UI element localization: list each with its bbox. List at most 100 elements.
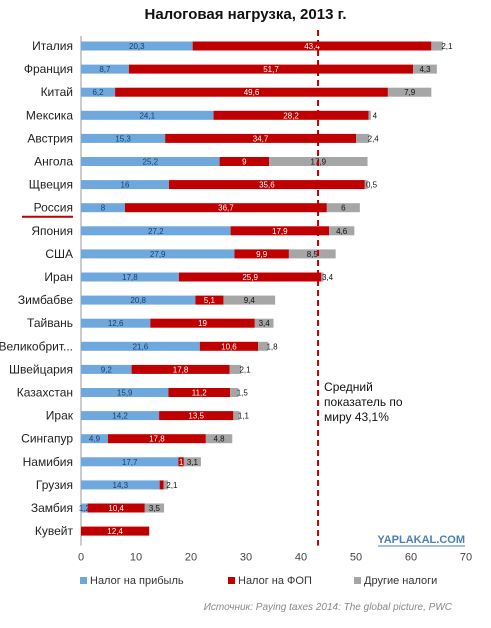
bar-segment — [364, 180, 368, 190]
category-label: Зимбабве — [18, 293, 73, 307]
category-label: Замбия — [31, 501, 73, 515]
bar-segment — [288, 249, 336, 259]
bar-segment — [213, 110, 369, 120]
data-label: 17,9 — [272, 227, 288, 236]
bar-segment — [199, 341, 259, 351]
data-label: 19 — [198, 319, 207, 328]
reference-line-label: показатель по — [324, 395, 403, 409]
bar-segment — [81, 41, 193, 51]
bar-segment — [81, 87, 116, 97]
bar-segment — [107, 434, 206, 444]
bar-segment — [192, 41, 432, 51]
bar-segment — [128, 64, 414, 74]
category-label: Тайвань — [27, 316, 73, 330]
data-label: 15,3 — [115, 134, 131, 143]
bar-segment — [387, 87, 432, 97]
data-label: 25,2 — [143, 158, 159, 167]
x-tick-label: 20 — [185, 552, 197, 564]
data-label: 5,1 — [204, 296, 216, 305]
category-label: Мексика — [26, 108, 73, 122]
bar-segment — [81, 64, 129, 74]
category-label: Япония — [31, 224, 73, 238]
data-label: 9,9 — [256, 250, 268, 259]
watermark-text: YAPLAKAL.COM — [377, 534, 465, 546]
bar-segment — [131, 364, 230, 374]
data-label: 8,7 — [99, 65, 111, 74]
data-label: 27,2 — [148, 227, 164, 236]
data-label: 24,1 — [139, 111, 155, 120]
reference-line-label: миру 43,1% — [324, 410, 389, 424]
bar-segment — [183, 457, 201, 467]
x-tick-label: 10 — [130, 552, 142, 564]
data-label: 9,2 — [101, 365, 113, 374]
data-label: 3,4 — [259, 319, 271, 328]
data-label: 7,9 — [404, 88, 416, 97]
data-label: 1,5 — [237, 389, 249, 398]
bar-segment — [81, 180, 169, 190]
category-label: Ирак — [46, 409, 74, 423]
data-label: 4,9 — [89, 435, 101, 444]
data-label: 12,4 — [107, 527, 123, 536]
bar-segment — [81, 249, 235, 259]
legend-swatch — [228, 577, 235, 584]
legend-label: Налог на ФОП — [238, 575, 312, 587]
bar-segment — [81, 526, 150, 536]
data-label: 1,1 — [238, 412, 250, 421]
data-label: 4 — [373, 111, 378, 120]
x-tick-label: 30 — [240, 552, 252, 564]
bar-segment — [329, 226, 355, 236]
category-label: Намибия — [23, 455, 73, 469]
data-label: 20,8 — [130, 296, 146, 305]
bar-segment — [87, 503, 145, 513]
data-label: 3,5 — [149, 504, 161, 513]
bar-segment — [169, 180, 365, 190]
x-tick-label: 50 — [350, 552, 362, 564]
bar-segment — [168, 388, 231, 397]
x-tick-label: 0 — [78, 552, 84, 564]
data-label: 2,4 — [368, 134, 380, 143]
bar-segment — [223, 295, 276, 305]
bar-segment — [205, 434, 233, 444]
data-label: 0,5 — [366, 181, 378, 190]
legend-label: Другие налоги — [364, 575, 437, 587]
data-label: 1,2 — [79, 504, 91, 513]
data-label: 27,9 — [150, 250, 166, 259]
data-label: 8,5 — [307, 250, 319, 259]
bar-segment — [159, 480, 164, 490]
category-label: Великобрит... — [0, 339, 73, 353]
legend-swatch — [80, 577, 87, 584]
bar-segment — [219, 157, 270, 166]
bar-segment — [81, 411, 160, 421]
bar-segment — [81, 480, 160, 490]
bar-segment — [258, 341, 268, 351]
bar-segment — [115, 87, 388, 97]
bar-segment — [81, 295, 196, 305]
bar-segment — [230, 226, 330, 236]
bar-segment — [163, 480, 168, 490]
category-label: Грузия — [36, 478, 73, 492]
category-label: Франция — [24, 62, 73, 76]
data-label: 12,6 — [108, 319, 124, 328]
data-label: 14,2 — [112, 412, 128, 421]
data-label: 43,4 — [304, 42, 320, 51]
x-tick-label: 70 — [460, 552, 472, 564]
category-label: Швейцария — [9, 362, 73, 376]
bar-segment — [195, 295, 224, 305]
bar-segment — [368, 110, 371, 120]
bar-segment — [81, 133, 166, 143]
x-tick-label: 40 — [295, 552, 307, 564]
bar-segment — [81, 157, 220, 166]
bar-segment — [233, 411, 240, 421]
data-label: 17,8 — [122, 273, 138, 282]
bar-segment — [81, 457, 179, 467]
data-label: 13,5 — [188, 412, 204, 421]
data-label: 6,2 — [92, 88, 104, 97]
data-label: 21,6 — [133, 342, 149, 351]
category-label: Италия — [32, 39, 73, 53]
bar-segment — [150, 318, 255, 328]
data-label: 10,4 — [108, 504, 124, 513]
bar-segment — [229, 364, 242, 374]
bar-segment — [230, 388, 239, 397]
bar-segment — [178, 457, 184, 467]
